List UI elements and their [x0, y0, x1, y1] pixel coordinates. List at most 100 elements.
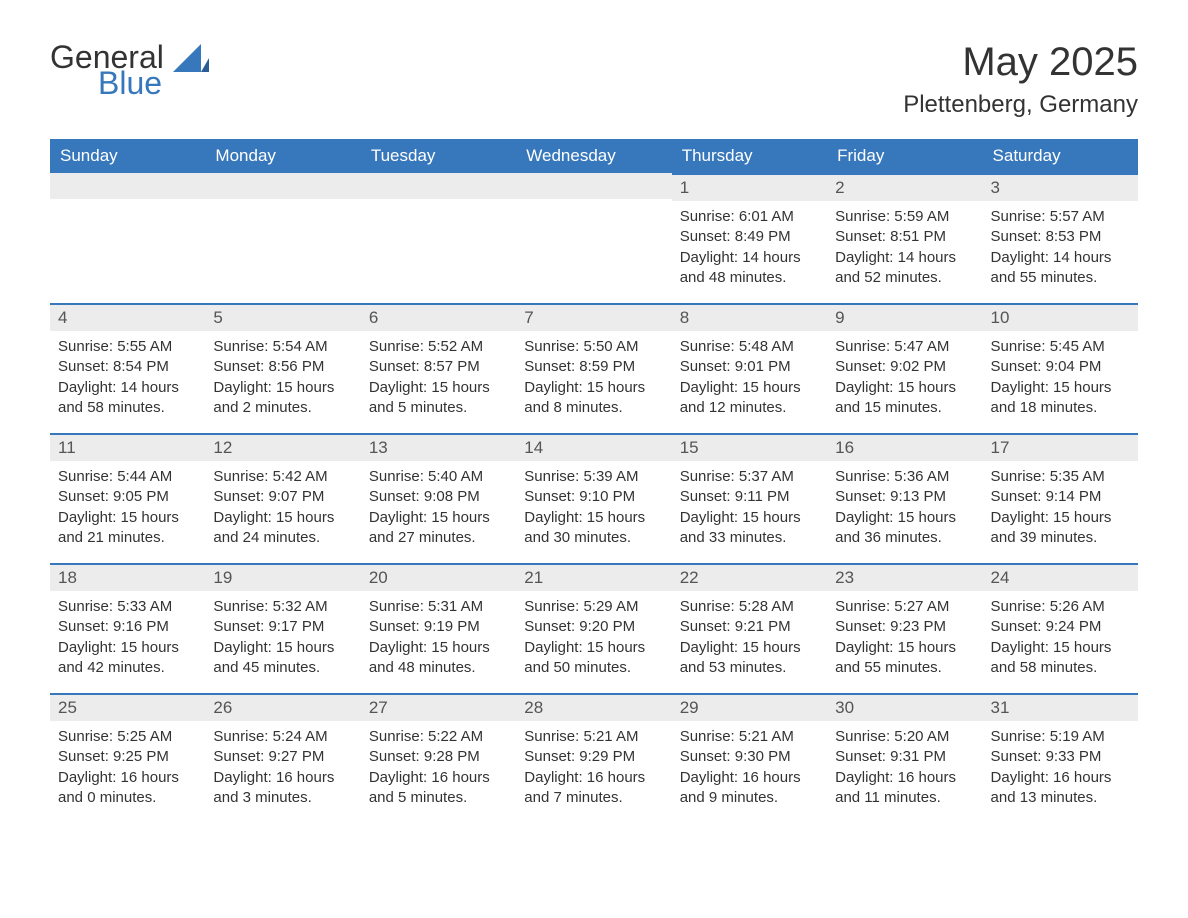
sunset-text: Sunset: 8:57 PM	[369, 357, 508, 377]
calendar-week-row: 11Sunrise: 5:44 AMSunset: 9:05 PMDayligh…	[50, 433, 1138, 563]
daylight-text: Daylight: 15 hours and 12 minutes.	[680, 378, 819, 419]
daylight-text: Daylight: 15 hours and 33 minutes.	[680, 508, 819, 549]
sunrise-text: Sunrise: 5:47 AM	[835, 337, 974, 357]
day-content: Sunrise: 5:19 AMSunset: 9:33 PMDaylight:…	[983, 721, 1138, 816]
sunset-text: Sunset: 9:21 PM	[680, 617, 819, 637]
day-number: 15	[672, 433, 827, 461]
sunset-text: Sunset: 9:04 PM	[991, 357, 1130, 377]
calendar-day-cell: 11Sunrise: 5:44 AMSunset: 9:05 PMDayligh…	[50, 433, 205, 563]
sunrise-text: Sunrise: 5:36 AM	[835, 467, 974, 487]
daylight-text: Daylight: 16 hours and 3 minutes.	[213, 768, 352, 809]
calendar-week-row: 18Sunrise: 5:33 AMSunset: 9:16 PMDayligh…	[50, 563, 1138, 693]
day-number: 3	[983, 173, 1138, 201]
day-content: Sunrise: 5:35 AMSunset: 9:14 PMDaylight:…	[983, 461, 1138, 556]
sunrise-text: Sunrise: 5:59 AM	[835, 207, 974, 227]
sunrise-text: Sunrise: 5:37 AM	[680, 467, 819, 487]
calendar-day-cell: 10Sunrise: 5:45 AMSunset: 9:04 PMDayligh…	[983, 303, 1138, 433]
calendar-day-cell: 24Sunrise: 5:26 AMSunset: 9:24 PMDayligh…	[983, 563, 1138, 693]
day-content: Sunrise: 5:47 AMSunset: 9:02 PMDaylight:…	[827, 331, 982, 426]
day-number: 23	[827, 563, 982, 591]
calendar-day-cell: 8Sunrise: 5:48 AMSunset: 9:01 PMDaylight…	[672, 303, 827, 433]
sunset-text: Sunset: 9:30 PM	[680, 747, 819, 767]
sunrise-text: Sunrise: 5:35 AM	[991, 467, 1130, 487]
daylight-text: Daylight: 14 hours and 58 minutes.	[58, 378, 197, 419]
sunset-text: Sunset: 8:53 PM	[991, 227, 1130, 247]
sunset-text: Sunset: 8:49 PM	[680, 227, 819, 247]
daylight-text: Daylight: 16 hours and 11 minutes.	[835, 768, 974, 809]
sunrise-text: Sunrise: 5:39 AM	[524, 467, 663, 487]
sunset-text: Sunset: 9:05 PM	[58, 487, 197, 507]
sunrise-text: Sunrise: 5:26 AM	[991, 597, 1130, 617]
calendar-day-cell: 21Sunrise: 5:29 AMSunset: 9:20 PMDayligh…	[516, 563, 671, 693]
day-content: Sunrise: 5:39 AMSunset: 9:10 PMDaylight:…	[516, 461, 671, 556]
day-number: 31	[983, 693, 1138, 721]
daylight-text: Daylight: 14 hours and 52 minutes.	[835, 248, 974, 289]
day-number: 24	[983, 563, 1138, 591]
calendar-day-cell: 6Sunrise: 5:52 AMSunset: 8:57 PMDaylight…	[361, 303, 516, 433]
calendar-day-cell: 29Sunrise: 5:21 AMSunset: 9:30 PMDayligh…	[672, 693, 827, 823]
daylight-text: Daylight: 15 hours and 58 minutes.	[991, 638, 1130, 679]
sunset-text: Sunset: 9:14 PM	[991, 487, 1130, 507]
day-number: 6	[361, 303, 516, 331]
sunrise-text: Sunrise: 5:19 AM	[991, 727, 1130, 747]
day-content: Sunrise: 5:26 AMSunset: 9:24 PMDaylight:…	[983, 591, 1138, 686]
day-number: 21	[516, 563, 671, 591]
calendar-day-cell: 13Sunrise: 5:40 AMSunset: 9:08 PMDayligh…	[361, 433, 516, 563]
day-content: Sunrise: 5:42 AMSunset: 9:07 PMDaylight:…	[205, 461, 360, 556]
sunset-text: Sunset: 9:13 PM	[835, 487, 974, 507]
weekday-header: Monday	[205, 139, 360, 173]
calendar-day-cell: 7Sunrise: 5:50 AMSunset: 8:59 PMDaylight…	[516, 303, 671, 433]
day-content: Sunrise: 5:36 AMSunset: 9:13 PMDaylight:…	[827, 461, 982, 556]
daylight-text: Daylight: 15 hours and 55 minutes.	[835, 638, 974, 679]
sunset-text: Sunset: 8:51 PM	[835, 227, 974, 247]
day-number: 7	[516, 303, 671, 331]
day-content: Sunrise: 5:52 AMSunset: 8:57 PMDaylight:…	[361, 331, 516, 426]
day-number: 30	[827, 693, 982, 721]
sunset-text: Sunset: 9:17 PM	[213, 617, 352, 637]
sunset-text: Sunset: 9:10 PM	[524, 487, 663, 507]
calendar-day-cell: 4Sunrise: 5:55 AMSunset: 8:54 PMDaylight…	[50, 303, 205, 433]
sunset-text: Sunset: 9:27 PM	[213, 747, 352, 767]
sunset-text: Sunset: 9:31 PM	[835, 747, 974, 767]
day-number: 14	[516, 433, 671, 461]
sunrise-text: Sunrise: 5:21 AM	[680, 727, 819, 747]
sunrise-text: Sunrise: 5:28 AM	[680, 597, 819, 617]
calendar-day-cell	[50, 173, 205, 303]
sunset-text: Sunset: 9:01 PM	[680, 357, 819, 377]
weekday-header: Saturday	[983, 139, 1138, 173]
day-content: Sunrise: 5:29 AMSunset: 9:20 PMDaylight:…	[516, 591, 671, 686]
sunset-text: Sunset: 9:25 PM	[58, 747, 197, 767]
daylight-text: Daylight: 15 hours and 21 minutes.	[58, 508, 197, 549]
daylight-text: Daylight: 14 hours and 48 minutes.	[680, 248, 819, 289]
calendar-day-cell: 26Sunrise: 5:24 AMSunset: 9:27 PMDayligh…	[205, 693, 360, 823]
sunrise-text: Sunrise: 5:54 AM	[213, 337, 352, 357]
daylight-text: Daylight: 15 hours and 27 minutes.	[369, 508, 508, 549]
day-number: 2	[827, 173, 982, 201]
daylight-text: Daylight: 16 hours and 0 minutes.	[58, 768, 197, 809]
calendar-day-cell: 3Sunrise: 5:57 AMSunset: 8:53 PMDaylight…	[983, 173, 1138, 303]
day-content: Sunrise: 5:27 AMSunset: 9:23 PMDaylight:…	[827, 591, 982, 686]
calendar-header-row: SundayMondayTuesdayWednesdayThursdayFrid…	[50, 139, 1138, 173]
calendar-week-row: 25Sunrise: 5:25 AMSunset: 9:25 PMDayligh…	[50, 693, 1138, 823]
day-number: 25	[50, 693, 205, 721]
calendar-day-cell	[516, 173, 671, 303]
calendar-day-cell: 9Sunrise: 5:47 AMSunset: 9:02 PMDaylight…	[827, 303, 982, 433]
empty-day-strip	[516, 173, 671, 199]
sunrise-text: Sunrise: 5:50 AM	[524, 337, 663, 357]
day-content: Sunrise: 5:59 AMSunset: 8:51 PMDaylight:…	[827, 201, 982, 296]
sunrise-text: Sunrise: 5:31 AM	[369, 597, 508, 617]
sunrise-text: Sunrise: 5:44 AM	[58, 467, 197, 487]
daylight-text: Daylight: 15 hours and 2 minutes.	[213, 378, 352, 419]
sunset-text: Sunset: 9:33 PM	[991, 747, 1130, 767]
calendar-day-cell: 20Sunrise: 5:31 AMSunset: 9:19 PMDayligh…	[361, 563, 516, 693]
day-content: Sunrise: 5:44 AMSunset: 9:05 PMDaylight:…	[50, 461, 205, 556]
day-content: Sunrise: 5:25 AMSunset: 9:25 PMDaylight:…	[50, 721, 205, 816]
daylight-text: Daylight: 15 hours and 18 minutes.	[991, 378, 1130, 419]
sunrise-text: Sunrise: 5:20 AM	[835, 727, 974, 747]
calendar-day-cell: 25Sunrise: 5:25 AMSunset: 9:25 PMDayligh…	[50, 693, 205, 823]
day-number: 16	[827, 433, 982, 461]
sunrise-text: Sunrise: 5:45 AM	[991, 337, 1130, 357]
day-content: Sunrise: 5:22 AMSunset: 9:28 PMDaylight:…	[361, 721, 516, 816]
sunrise-text: Sunrise: 5:24 AM	[213, 727, 352, 747]
calendar-day-cell	[205, 173, 360, 303]
